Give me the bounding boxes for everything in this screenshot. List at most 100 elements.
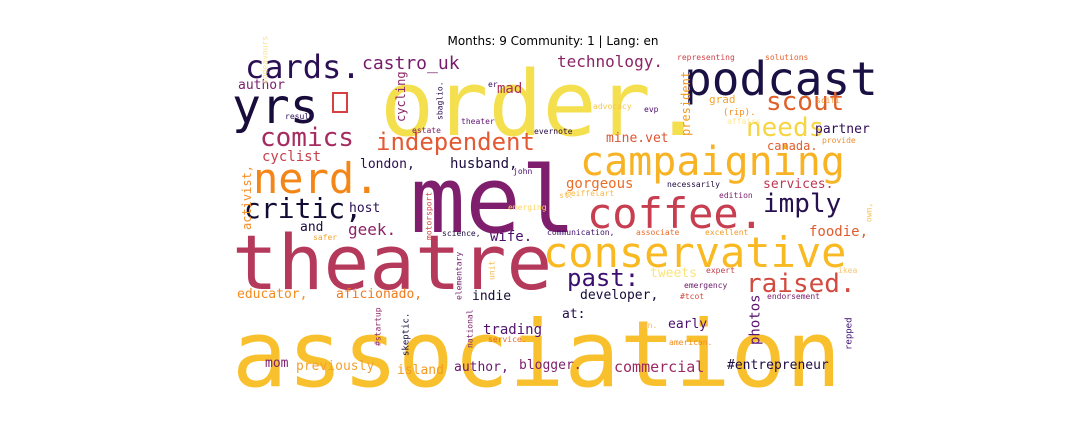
word-63: affairs	[727, 117, 761, 126]
word-37: educator,	[237, 287, 307, 302]
word-26: london,	[360, 157, 415, 172]
word-13: independent	[376, 128, 535, 156]
word-60: theater	[461, 117, 495, 126]
word-47: author,	[454, 360, 509, 375]
word-81: fun.	[638, 321, 657, 330]
word-88: activist,	[240, 165, 254, 230]
word-19: castro_uk	[362, 53, 460, 74]
word-71: communication,	[547, 228, 614, 237]
word-3: mel	[410, 147, 576, 254]
word-84: endeavours	[261, 36, 270, 84]
word-95: national	[466, 309, 475, 348]
word-1: theatre	[232, 218, 552, 307]
word-72: associate	[636, 228, 680, 237]
word-51: representing	[677, 53, 735, 62]
word-12: comics	[260, 123, 354, 153]
word-27: gorgeous	[566, 176, 633, 192]
word-24: mine.vet	[606, 131, 669, 146]
word-11: critic,	[244, 192, 362, 225]
word-6: coffee.	[587, 189, 764, 238]
word-80: endorsement	[767, 292, 820, 301]
word-33: canada.	[767, 139, 818, 153]
word-83: american.	[669, 338, 712, 347]
word-42: early	[668, 317, 707, 332]
word-94: skeptic.	[402, 313, 412, 356]
word-2: order.	[380, 52, 705, 157]
word-36: tweets	[650, 266, 697, 281]
word-77: ikea	[838, 266, 857, 275]
word-28: host	[349, 201, 380, 216]
word-65: john	[513, 167, 532, 176]
word-56: grad	[709, 93, 736, 106]
word-22: cyclist	[262, 149, 321, 165]
word-50: #entrepreneur	[727, 358, 829, 373]
word-8: nerd.	[253, 154, 379, 203]
word-85: cycling	[394, 71, 408, 122]
word-96: photos	[748, 294, 764, 345]
word-55: evp	[644, 105, 659, 114]
word-93: #startup	[374, 307, 383, 346]
word-61: estate	[412, 126, 441, 135]
word-58: scifi	[816, 96, 840, 105]
word-78: emergency	[684, 281, 728, 290]
word-23: mad	[497, 81, 522, 97]
word-53: er	[488, 80, 498, 89]
word-54: advocacy	[593, 102, 632, 111]
word-87: president	[679, 71, 693, 136]
word-90: own,	[865, 203, 874, 222]
word-76: expert	[706, 266, 735, 275]
word-79: #tcot	[680, 292, 704, 301]
word-68: @eiffelart	[566, 189, 614, 198]
word-66: necessarily	[667, 180, 720, 189]
word-64: provide	[822, 136, 856, 145]
word-7: conservative	[543, 228, 846, 277]
word-31: wife.	[490, 229, 532, 245]
word-70: emerging	[508, 203, 547, 212]
word-4: podcast	[684, 52, 878, 106]
word-44: mom	[265, 356, 289, 371]
word-41: at:	[562, 307, 585, 322]
word-97: repped	[845, 317, 855, 350]
word-38: aficionado,	[336, 287, 422, 302]
word-46: island	[397, 363, 444, 378]
word-91: elementary	[455, 252, 464, 300]
chart-title: Months: 9 Community: 1 | Lang: en	[447, 34, 659, 48]
word-9: yrs	[232, 79, 319, 135]
word-49: commercial	[614, 358, 704, 376]
word-14: scout	[766, 87, 844, 117]
word-30: geek.	[348, 220, 396, 239]
word-75: safer	[313, 233, 337, 242]
word-32: partner	[815, 122, 870, 137]
word-35: foodie,	[809, 224, 868, 240]
word-16: imply	[763, 189, 841, 219]
word-34: services.	[763, 177, 833, 192]
word-39: indie	[472, 289, 511, 304]
word-18: past:	[567, 264, 639, 292]
word-0: association	[232, 301, 841, 408]
word-92: unit	[488, 261, 497, 280]
word-20: technology.	[557, 52, 663, 71]
word-89: motorsport	[425, 192, 434, 240]
word-69: edition	[719, 191, 753, 200]
word-40: developer,	[580, 288, 658, 303]
word-52: solutions	[765, 53, 809, 62]
word-48: blogger.	[519, 358, 582, 373]
word-74: science,	[442, 229, 481, 238]
word-29: and	[300, 220, 323, 235]
word-67: st.	[559, 191, 573, 200]
word-15: needs	[746, 113, 824, 143]
word-59: result	[285, 112, 314, 121]
word-82: service.	[488, 335, 527, 344]
word-73: excellent	[705, 228, 749, 237]
word-5: campaigning	[580, 139, 845, 185]
word-86: sbaglio.	[436, 81, 445, 120]
word-45: previously	[296, 359, 374, 374]
word-10: cards.	[245, 48, 361, 86]
word-25: husband,	[450, 156, 517, 172]
word-17: raised.	[746, 269, 856, 299]
word-57: (rip).	[723, 108, 756, 118]
word-43: trading	[483, 322, 542, 338]
word-62: evernote	[534, 127, 573, 136]
